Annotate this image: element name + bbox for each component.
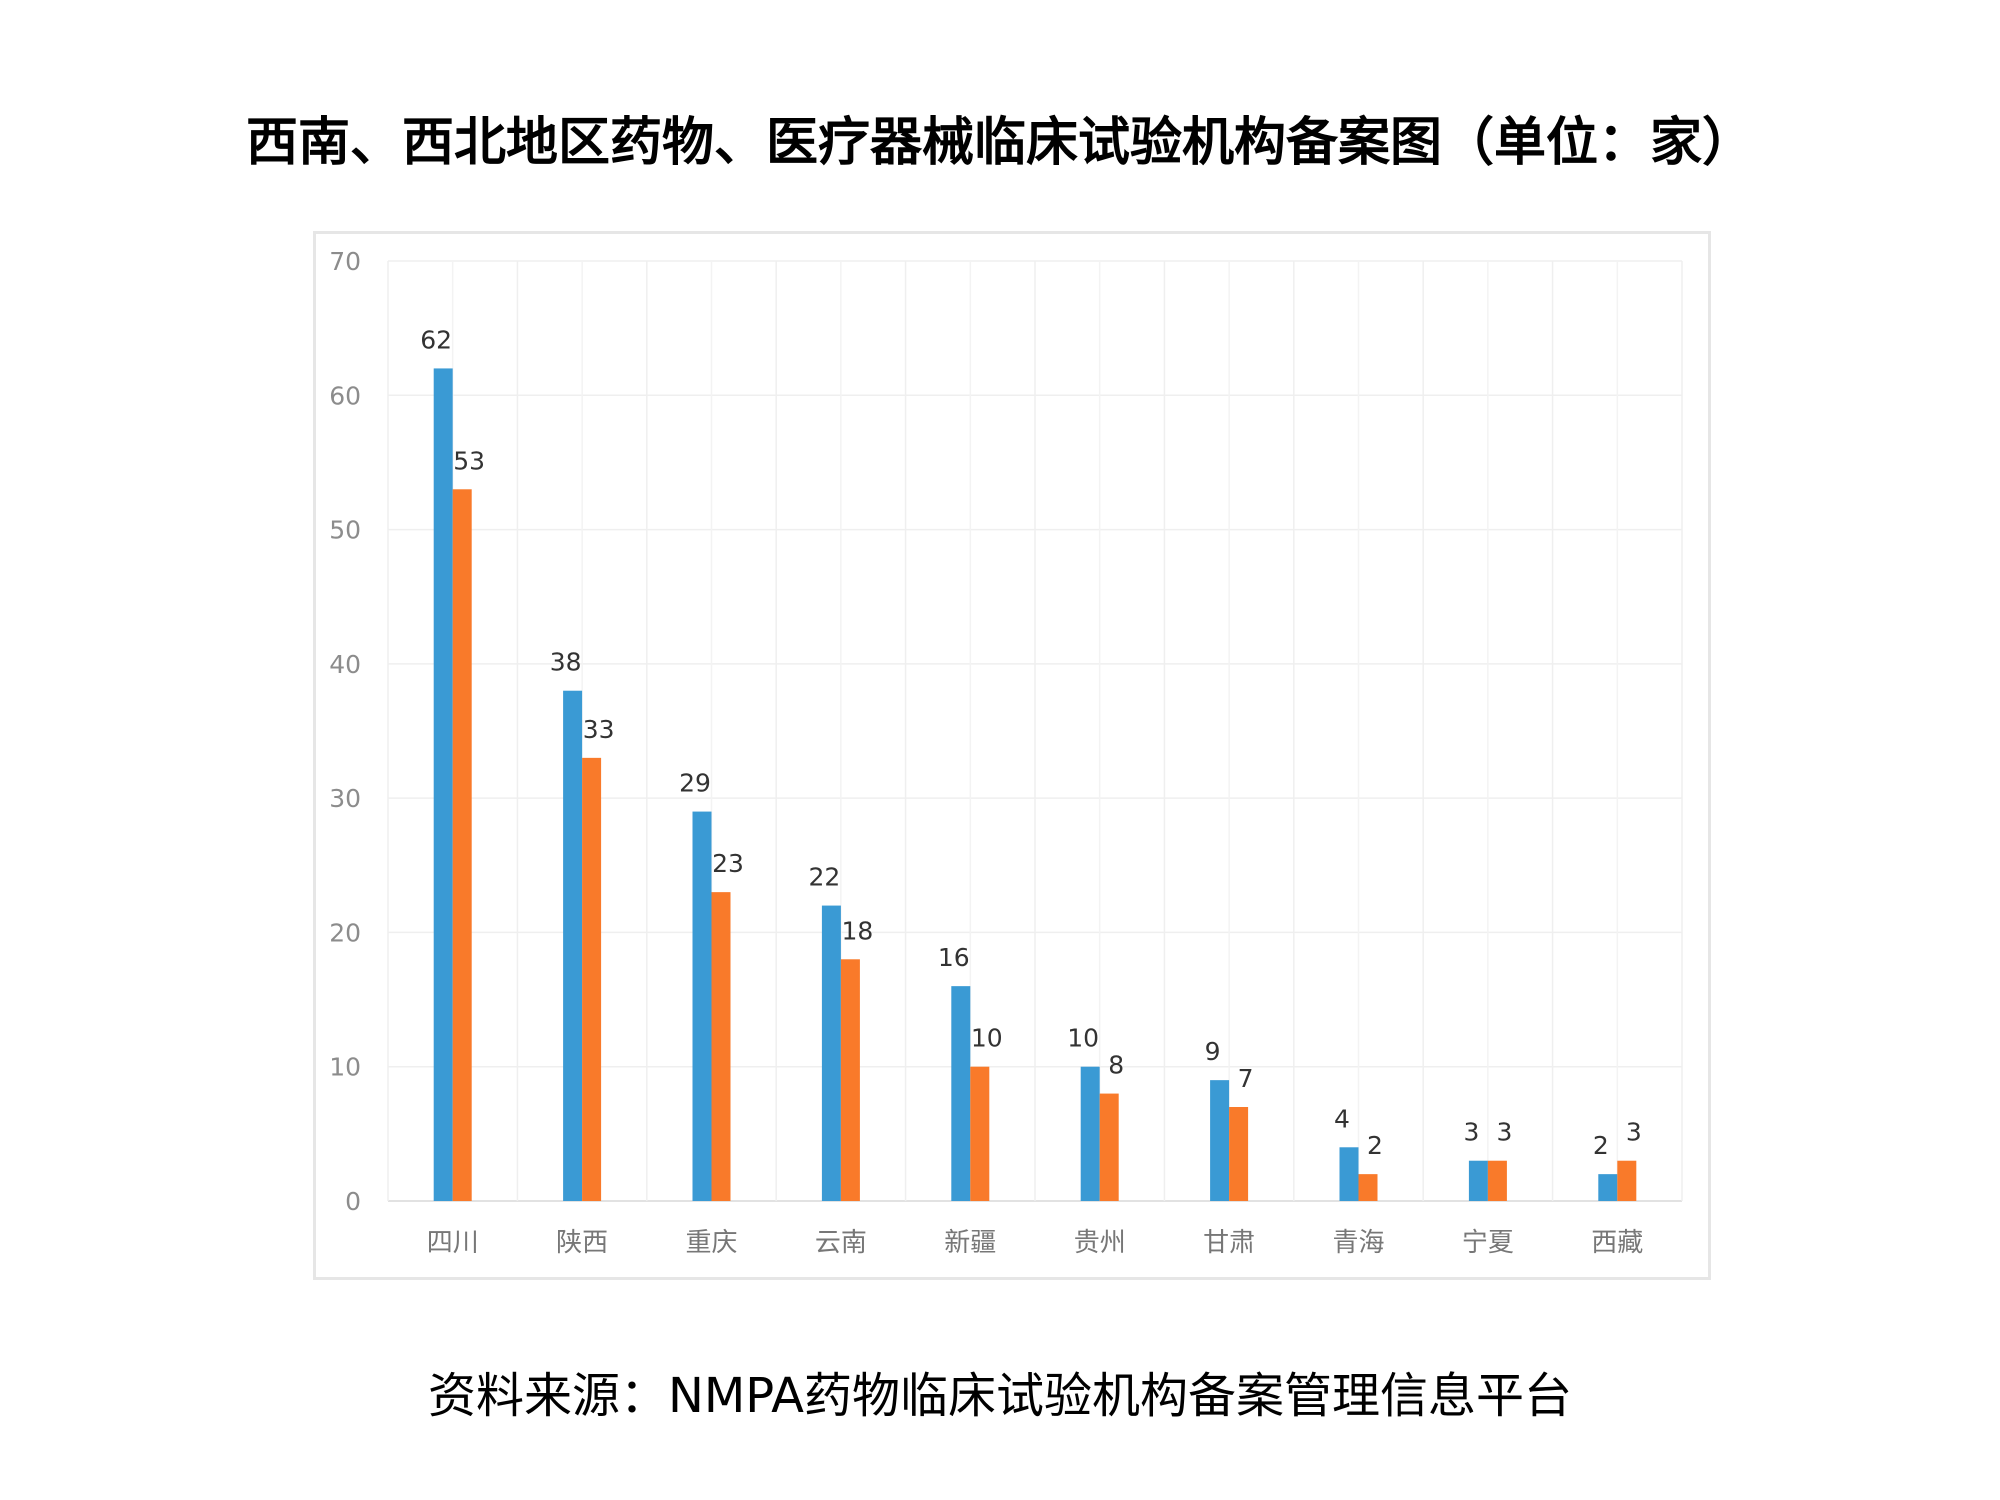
x-tick-label: 陕西	[556, 1228, 608, 1258]
data-label: 38	[550, 648, 582, 677]
data-label: 8	[1108, 1051, 1124, 1080]
bar-series2	[452, 489, 472, 1201]
bar-series1	[951, 986, 971, 1201]
data-label: 18	[841, 916, 873, 945]
x-tick-label: 西藏	[1591, 1228, 1643, 1258]
bar-series1	[692, 811, 712, 1201]
x-tick-label: 宁夏	[1462, 1228, 1514, 1258]
y-tick-label: 40	[329, 650, 361, 679]
bar-series1	[821, 905, 841, 1201]
bar-series1	[1080, 1066, 1100, 1201]
source-note: 资料来源：NMPA药物临床试验机构备案管理信息平台	[427, 1368, 1573, 1424]
bar-series1	[563, 690, 583, 1201]
bar-series2	[582, 757, 602, 1201]
data-label: 10	[971, 1024, 1003, 1053]
bar-series1	[1598, 1174, 1618, 1201]
bar-series2	[1487, 1160, 1507, 1201]
data-label: 3	[1496, 1118, 1512, 1147]
data-label: 16	[938, 943, 970, 972]
x-tick-label: 青海	[1332, 1228, 1384, 1258]
y-tick-label: 60	[329, 381, 361, 410]
y-tick-label: 30	[329, 784, 361, 813]
bar-series2	[1229, 1107, 1249, 1201]
data-label: 2	[1593, 1131, 1609, 1160]
y-tick-label: 70	[329, 247, 361, 276]
data-label: 22	[808, 863, 840, 892]
data-label: 62	[420, 325, 452, 354]
bar-series1	[1468, 1160, 1488, 1201]
bar-series1	[433, 368, 453, 1201]
bar-series2	[1358, 1174, 1378, 1201]
bar-series2	[711, 892, 731, 1201]
x-tick-label: 贵州	[1074, 1228, 1126, 1258]
data-label: 4	[1334, 1104, 1350, 1133]
bar-series2	[1617, 1160, 1637, 1201]
y-tick-label: 20	[329, 918, 361, 947]
data-label: 7	[1238, 1064, 1254, 1093]
y-tick-label: 0	[345, 1187, 361, 1216]
data-label: 10	[1067, 1024, 1099, 1053]
x-tick-label: 云南	[815, 1228, 867, 1258]
data-label: 2	[1367, 1131, 1383, 1160]
chart-frame: 0 10 20 30 40 50 60 70 62 53 四川 38 33 陕西 29 23 重庆 22 18 云南 1…	[313, 231, 1711, 1280]
data-label: 53	[453, 446, 485, 475]
y-tick-label: 10	[329, 1053, 361, 1082]
x-tick-label: 四川	[427, 1228, 479, 1258]
data-label: 3	[1463, 1118, 1479, 1147]
chart-title: 西南、西北地区药物、医疗器械临床试验机构备案图（单位：家）	[245, 113, 1754, 173]
y-tick-label: 50	[329, 516, 361, 545]
data-label: 23	[712, 849, 744, 878]
bar-series1	[1210, 1080, 1230, 1201]
bar-series2	[970, 1066, 990, 1201]
data-label: 33	[583, 715, 615, 744]
x-tick-label: 新疆	[944, 1228, 996, 1258]
x-tick-label: 重庆	[685, 1228, 737, 1258]
bar-series2	[1099, 1093, 1119, 1201]
data-label: 29	[679, 769, 711, 798]
bar-chart: 0102030405060706253四川3833陕西2923重庆2218云南1…	[329, 247, 1683, 1258]
data-label: 3	[1626, 1118, 1642, 1147]
bar-series1	[1339, 1147, 1359, 1201]
data-label: 9	[1205, 1037, 1221, 1066]
x-tick-label: 甘肃	[1203, 1228, 1255, 1258]
bar-series2	[840, 959, 860, 1201]
